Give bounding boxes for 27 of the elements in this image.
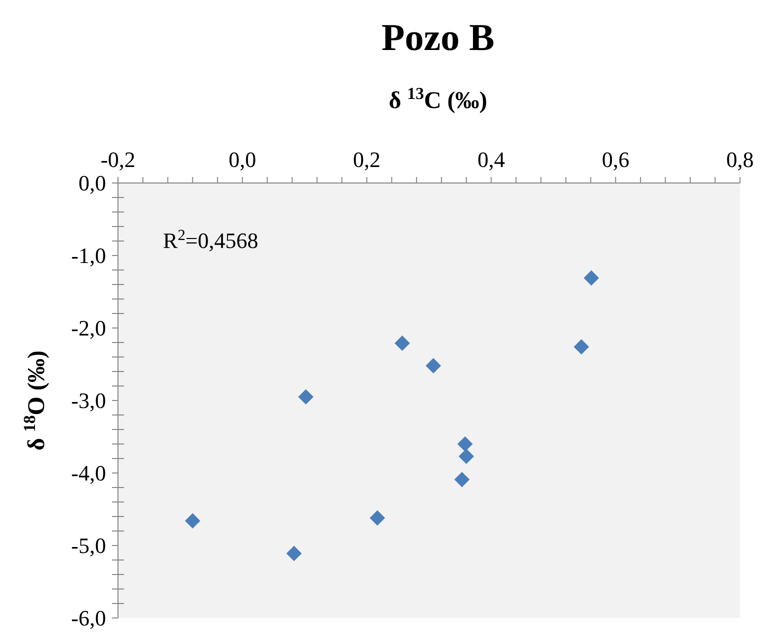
y-tick-label: 0,0 <box>78 170 106 196</box>
point <box>286 546 302 562</box>
x-tick-label: 0,4 <box>477 147 505 172</box>
point <box>184 513 200 529</box>
x-tick-label: 0,8 <box>726 147 754 172</box>
y-tick-label: -5,0 <box>71 533 106 558</box>
x-tick-label: 0,2 <box>353 147 381 172</box>
chart-title: Pozo B <box>382 17 494 59</box>
point <box>370 510 386 526</box>
point <box>458 448 474 464</box>
y-tick-label: -2,0 <box>71 316 106 341</box>
y-tick-label: -4,0 <box>71 460 106 486</box>
y-tick-label: -1,0 <box>71 243 106 268</box>
x-axis-title: δ $^{13}$C (‰) <box>388 84 488 114</box>
point <box>457 436 473 452</box>
point <box>574 339 590 355</box>
point <box>454 472 470 488</box>
x-tick-label: -0,2 <box>100 147 136 172</box>
point <box>298 389 314 405</box>
point <box>584 270 600 286</box>
annotation: R$^{2}$=0,4568 <box>163 226 258 253</box>
x-tick-label: 0,0 <box>228 147 256 172</box>
x-tick-label: 0,6 <box>602 147 630 172</box>
point <box>394 336 410 351</box>
y-tick-label: -3,0 <box>71 388 106 414</box>
point <box>426 358 442 374</box>
y-tick-label: -6,0 <box>71 606 106 631</box>
